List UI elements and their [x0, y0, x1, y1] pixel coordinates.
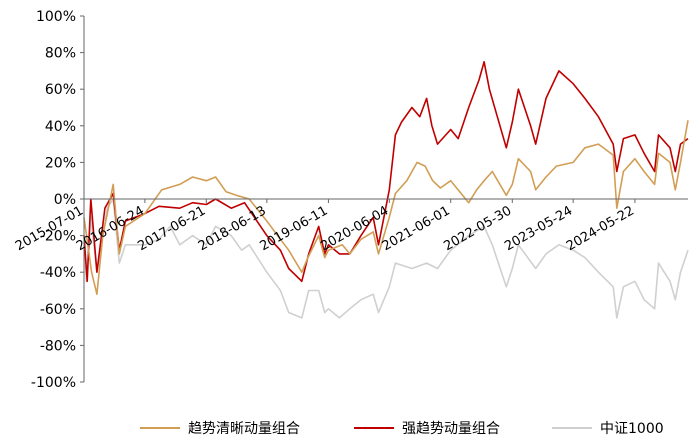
legend-swatch-trend-clear: [140, 427, 180, 429]
x-axis-ticks: 2015-07-012016-06-242017-06-212018-06-13…: [13, 199, 637, 254]
series-lines: [83, 61, 689, 319]
axes: [83, 16, 688, 382]
y-tick-label: 100%: [36, 9, 76, 25]
y-tick-label: 80%: [45, 46, 76, 62]
y-tick-label: -40%: [40, 265, 76, 281]
y-axis-ticks: 100% 80% 60% 40% 20% 0% -20% -40% -60% -80% -100%: [31, 9, 84, 391]
y-tick-label: -100%: [31, 375, 76, 391]
series-line: [83, 198, 689, 319]
legend-item-strong-trend: 强趋势动量组合: [354, 416, 500, 440]
y-tick-label: 0%: [54, 192, 76, 208]
y-tick-label: -80%: [40, 338, 76, 354]
y-tick-label: -60%: [40, 302, 76, 318]
legend: 趋势清晰动量组合 强趋势动量组合 中证1000: [0, 416, 693, 440]
legend-item-trend-clear: 趋势清晰动量组合: [140, 416, 300, 440]
series-line: [83, 61, 689, 283]
x-tick-label: 2024-05-22: [564, 203, 637, 254]
x-tick-label: 2018-06-13: [196, 203, 269, 254]
x-tick-label: 2022-05-30: [441, 203, 514, 254]
y-tick-label: 20%: [45, 155, 76, 171]
y-tick-label: 40%: [45, 119, 76, 135]
legend-label-trend-clear: 趋势清晰动量组合: [188, 421, 300, 437]
legend-swatch-csi1000: [552, 427, 592, 429]
series-line: [83, 120, 689, 295]
y-tick-label: 60%: [45, 82, 76, 98]
legend-swatch-strong-trend: [354, 427, 394, 429]
legend-label-csi1000: 中证1000: [600, 421, 664, 437]
legend-label-strong-trend: 强趋势动量组合: [402, 421, 500, 437]
y-tick-label: -20%: [40, 229, 76, 245]
legend-item-csi1000: 中证1000: [552, 416, 664, 440]
